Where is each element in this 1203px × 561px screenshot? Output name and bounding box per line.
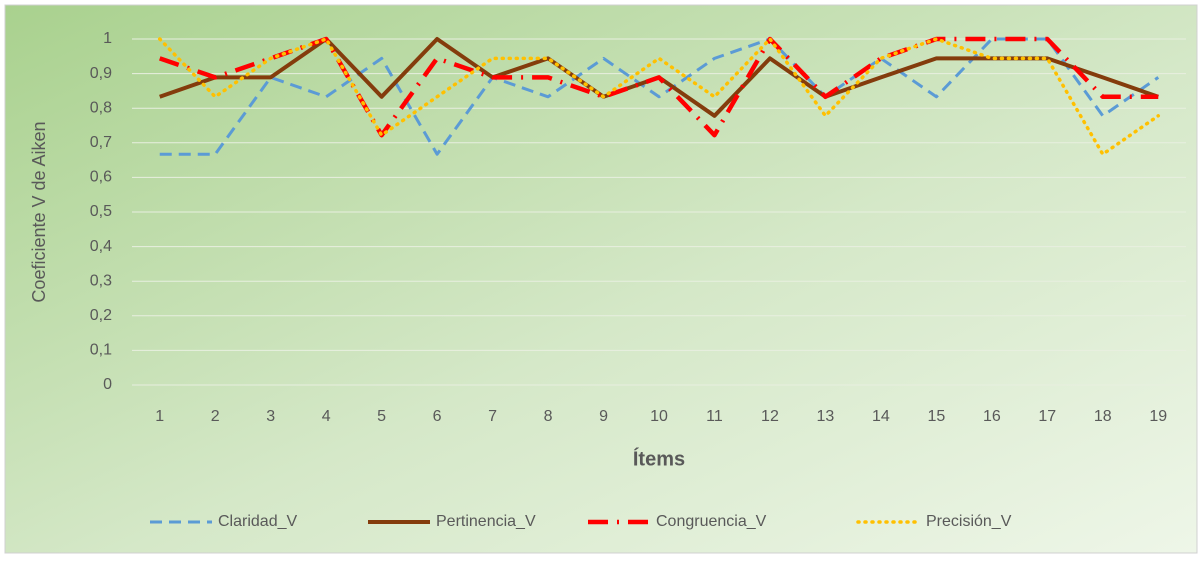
x-axis-label: Ítems bbox=[633, 447, 685, 470]
x-tick-label: 4 bbox=[322, 408, 331, 425]
y-tick-label: 0,8 bbox=[90, 99, 112, 116]
x-tick-label: 13 bbox=[817, 408, 835, 425]
y-tick-label: 0 bbox=[103, 376, 112, 393]
x-tick-label: 19 bbox=[1149, 408, 1167, 425]
x-tick-label: 14 bbox=[872, 408, 890, 425]
y-tick-label: 0,4 bbox=[90, 238, 112, 255]
x-tick-label: 18 bbox=[1094, 408, 1112, 425]
legend-label: Congruencia_V bbox=[656, 513, 767, 530]
x-tick-label: 5 bbox=[377, 408, 386, 425]
y-tick-label: 0,1 bbox=[90, 342, 112, 359]
y-tick-label: 0,6 bbox=[90, 169, 112, 186]
x-tick-label: 17 bbox=[1038, 408, 1056, 425]
x-tick-label: 9 bbox=[599, 408, 608, 425]
x-tick-label: 1 bbox=[155, 408, 164, 425]
series-line bbox=[159, 37, 1160, 156]
legend-label: Precisión_V bbox=[926, 513, 1012, 530]
y-tick-label: 1 bbox=[103, 30, 112, 47]
x-tick-label: 11 bbox=[706, 408, 723, 425]
x-tick-label: 2 bbox=[211, 408, 220, 425]
y-tick-label: 0,3 bbox=[90, 272, 112, 289]
x-tick-label: 7 bbox=[488, 408, 497, 425]
x-tick-label: 10 bbox=[650, 408, 668, 425]
x-tick-label: 3 bbox=[266, 408, 275, 425]
x-tick-label: 16 bbox=[983, 408, 1001, 425]
legend-label: Claridad_V bbox=[218, 513, 297, 530]
series-line bbox=[159, 36, 1159, 138]
x-tick-label: 8 bbox=[544, 408, 553, 425]
y-tick-label: 0,2 bbox=[90, 307, 112, 324]
legend-label: Pertinencia_V bbox=[436, 513, 536, 530]
y-axis-label: Coeficiente V de Aiken bbox=[29, 121, 49, 302]
y-tick-label: 0,9 bbox=[90, 65, 112, 82]
y-tick-label: 0,7 bbox=[90, 134, 112, 151]
y-tick-label: 0,5 bbox=[90, 203, 112, 220]
x-tick-label: 15 bbox=[927, 408, 945, 425]
series-line bbox=[157, 37, 1161, 156]
x-tick-label: 12 bbox=[761, 408, 779, 425]
x-tick-label: 6 bbox=[433, 408, 442, 425]
